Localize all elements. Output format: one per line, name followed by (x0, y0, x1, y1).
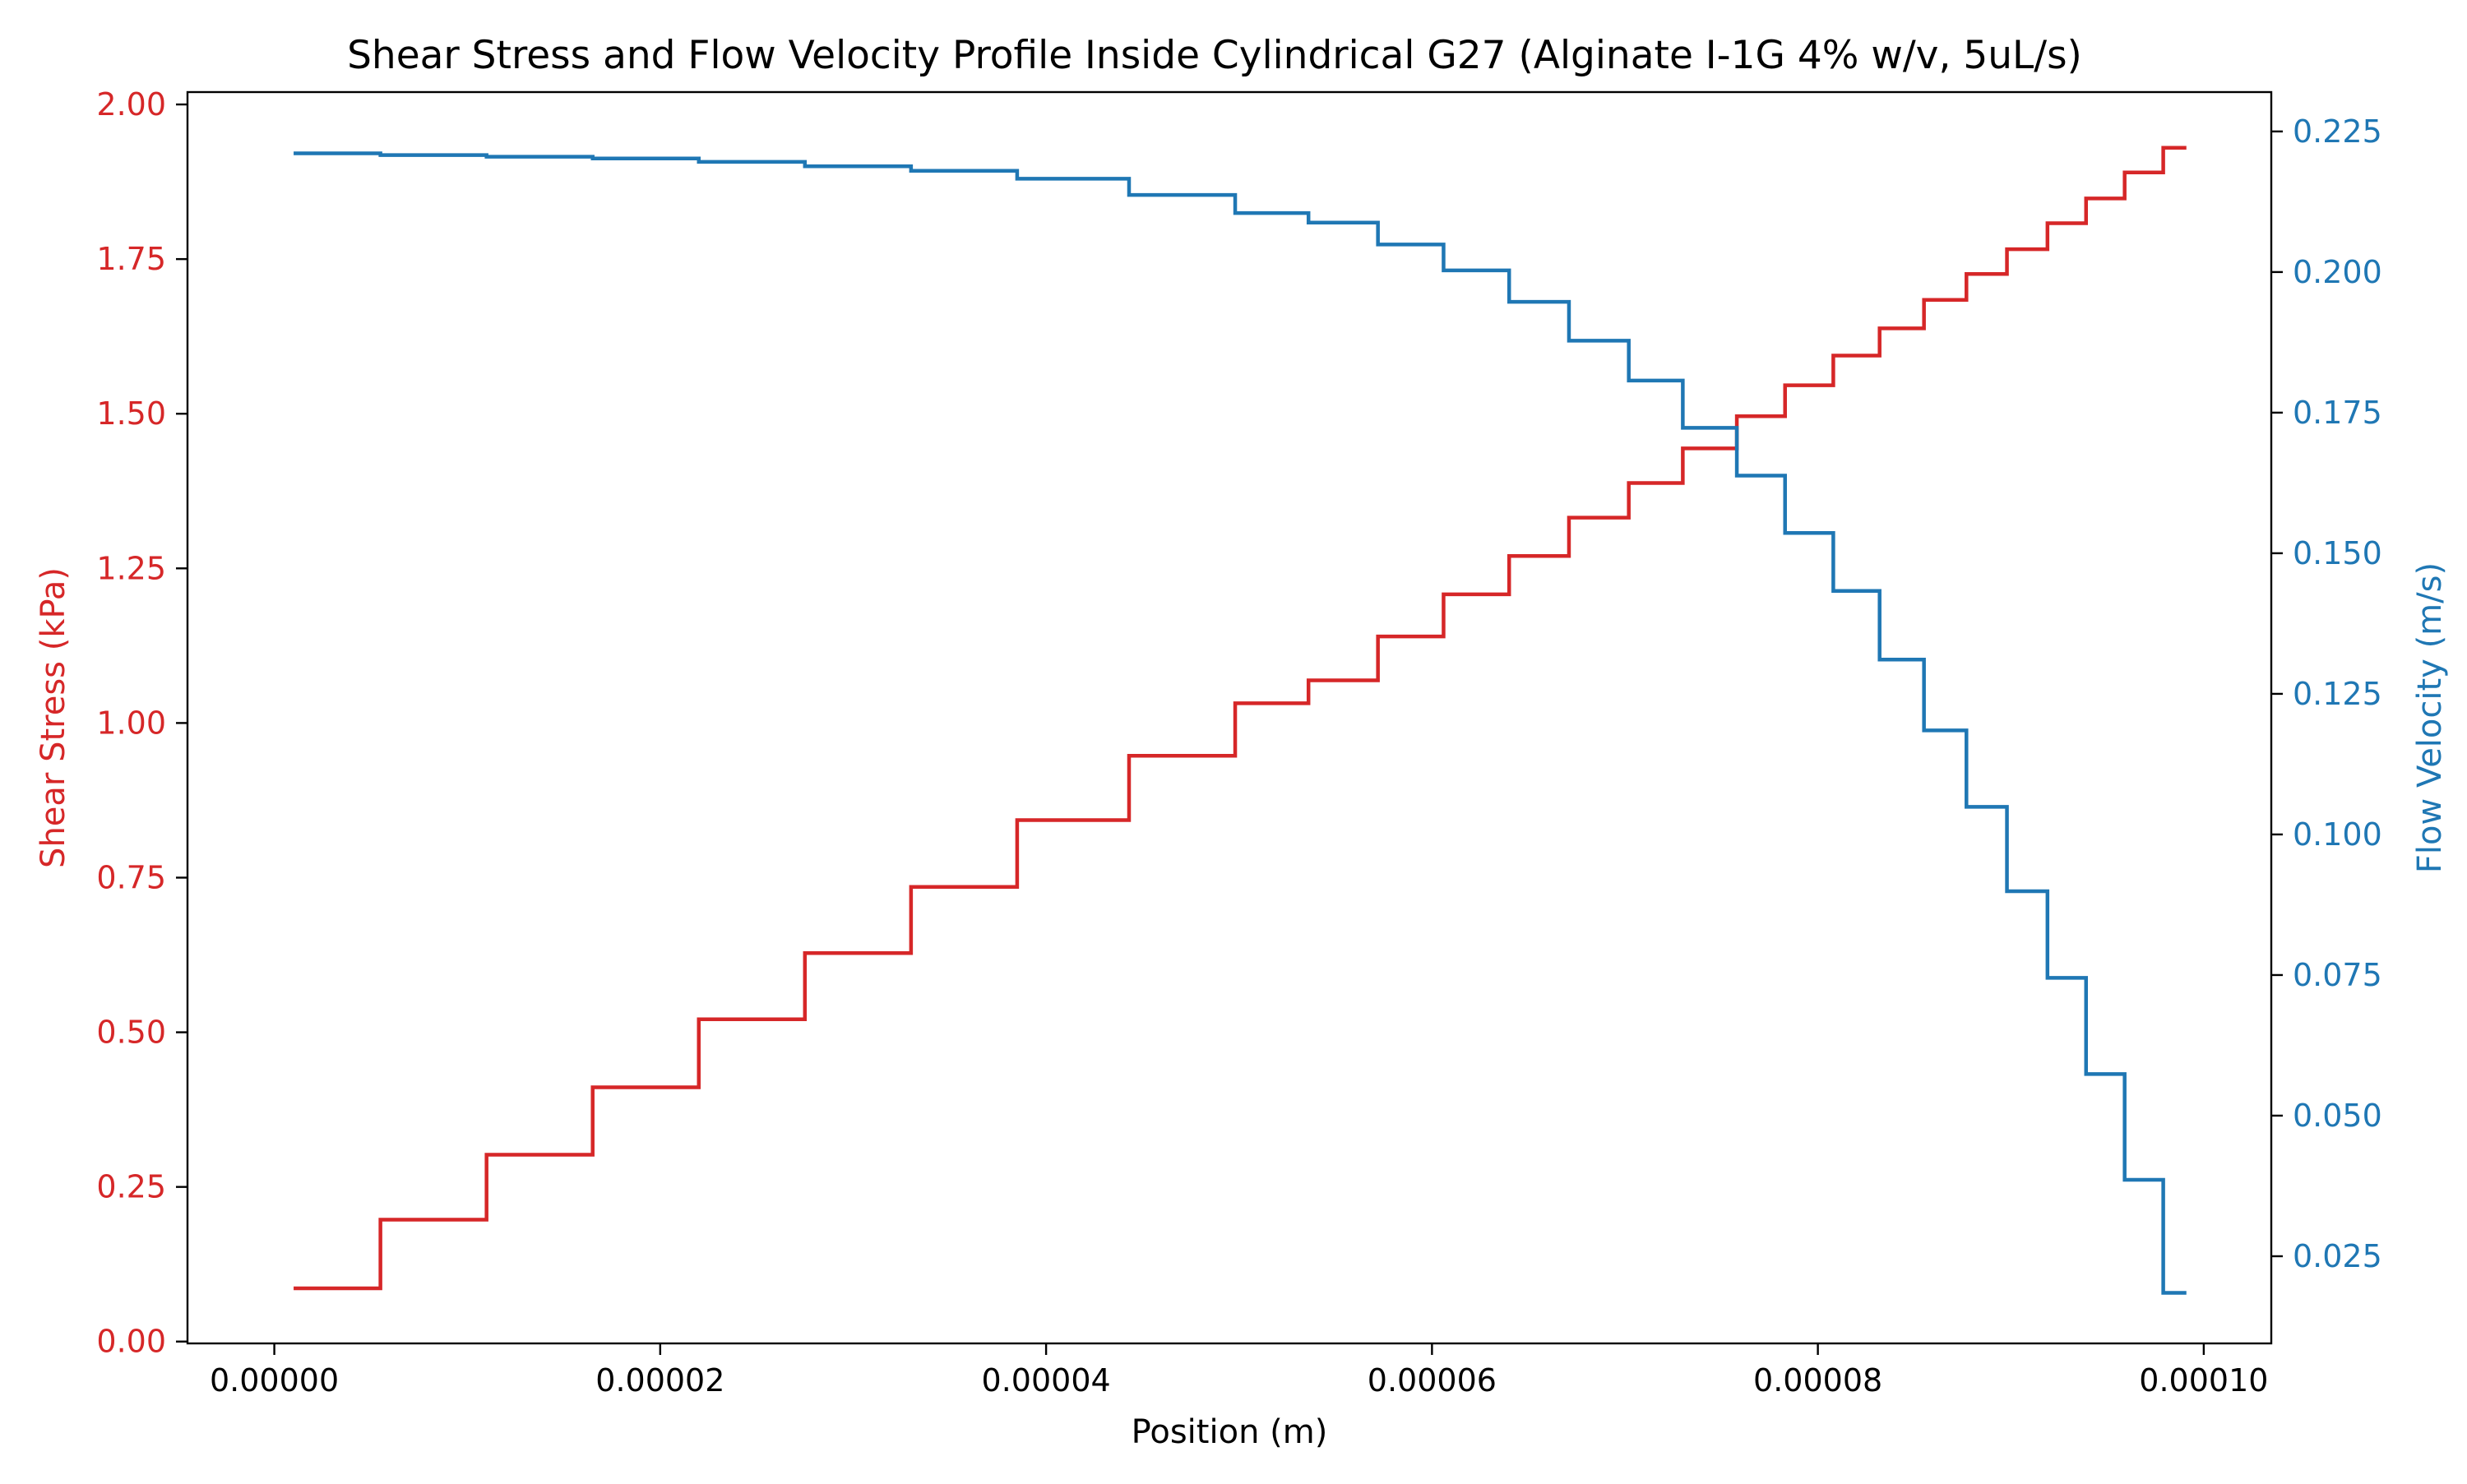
right-y-tick-label: 0.075 (2293, 957, 2382, 993)
left-y-axis-label: Shear Stress (kPa) (35, 567, 72, 868)
x-tick-label: 0.00002 (595, 1362, 724, 1398)
series-layer (294, 146, 2187, 1295)
flow-velocity-line (294, 151, 2187, 1295)
x-tick-label: 0.00010 (2139, 1362, 2268, 1398)
right-y-tick-label: 0.100 (2293, 816, 2382, 853)
left-y-tick-label: 0.25 (96, 1169, 166, 1205)
right-y-tick-label: 0.150 (2293, 535, 2382, 571)
left-y-tick-label: 1.25 (96, 550, 166, 586)
left-y-tick-label: 0.50 (96, 1015, 166, 1051)
right-y-tick-label: 0.125 (2293, 676, 2382, 712)
x-tick-label: 0.00000 (210, 1362, 339, 1398)
x-tick-label: 0.00008 (1753, 1362, 1882, 1398)
right-y-axis-label: Flow Velocity (m/s) (2411, 562, 2449, 873)
shear-stress-line (294, 146, 2187, 1291)
left-y-tick-label: 0.00 (96, 1324, 166, 1360)
right-y-tick-label: 0.050 (2293, 1098, 2382, 1134)
right-y-tick-label: 0.175 (2293, 395, 2382, 431)
left-y-tick-label: 1.00 (96, 705, 166, 741)
plot-frame (186, 90, 2273, 1345)
right-y-tick-label: 0.225 (2293, 113, 2382, 150)
left-y-tick-label: 0.75 (96, 859, 166, 895)
x-tick-label: 0.00004 (982, 1362, 1111, 1398)
left-y-tick-label: 1.50 (96, 395, 166, 432)
left-y-tick-label: 1.75 (96, 241, 166, 277)
right-y-tick-label: 0.200 (2293, 254, 2382, 290)
ticks-layer: 0.00000 0.00002 0.00004 0.00006 0.00008 0.000… (96, 86, 2381, 1398)
left-y-tick-label: 2.00 (96, 86, 166, 123)
x-axis-label: Position (m) (1132, 1413, 1328, 1451)
chart-title: Shear Stress and Flow Velocity Profile I… (347, 33, 2082, 78)
x-tick-label: 0.00006 (1368, 1362, 1497, 1398)
right-y-tick-label: 0.025 (2293, 1238, 2382, 1274)
